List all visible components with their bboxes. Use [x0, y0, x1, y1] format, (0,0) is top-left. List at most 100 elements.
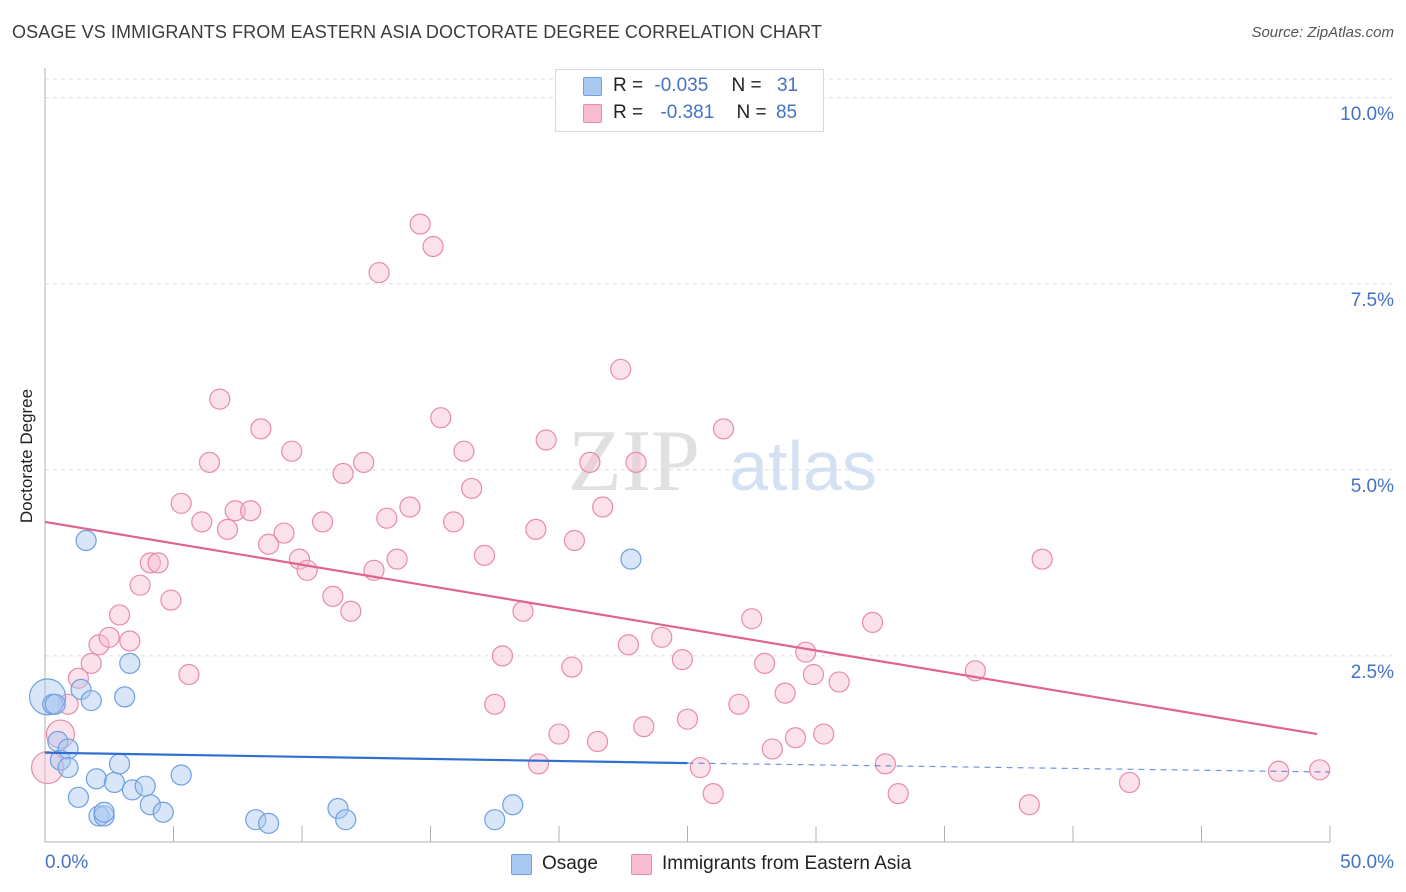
immigrants-point — [728, 693, 750, 715]
series-immigrants-points — [30, 213, 1331, 816]
grid-lines — [45, 78, 1392, 657]
immigrants-point — [257, 533, 280, 555]
osage-point — [257, 812, 280, 834]
osage-point — [335, 809, 357, 831]
osage-point — [134, 775, 156, 797]
osage-point — [119, 652, 141, 674]
n-label: N = — [736, 102, 767, 123]
osage-point — [85, 768, 108, 790]
stats-row-osage: R = -0.035 N = 31 — [613, 73, 798, 99]
osage-point — [28, 678, 67, 716]
osage-point — [139, 794, 161, 816]
immigrants-point — [610, 358, 632, 380]
x-tick-label-min: 0.0% — [45, 852, 89, 873]
legend-swatch-osage — [511, 854, 532, 875]
legend: Osage Immigrants from Eastern Asia — [0, 852, 1406, 878]
stats-row-immigrants: R = -0.381 N = 85 — [613, 100, 797, 126]
immigrants-point — [340, 600, 362, 622]
immigrants-point — [119, 630, 141, 652]
immigrants-point — [399, 496, 421, 518]
osage-point — [502, 794, 524, 816]
immigrants-point — [617, 634, 639, 656]
immigrants-point — [651, 626, 673, 648]
immigrants-point — [753, 652, 776, 674]
r-label: R = — [613, 75, 644, 96]
legend-label-osage: Osage — [542, 853, 598, 874]
osage-point — [75, 529, 97, 552]
immigrants-point — [80, 652, 102, 674]
immigrants-point — [422, 235, 444, 258]
immigrants-point — [170, 492, 192, 514]
immigrants-point — [802, 663, 825, 686]
immigrants-point — [512, 600, 534, 622]
immigrants-point — [209, 388, 231, 410]
immigrants-point — [741, 608, 763, 630]
immigrants-point — [281, 440, 303, 462]
immigrants-point — [813, 723, 835, 745]
immigrants-point — [198, 451, 221, 473]
osage-point — [327, 797, 349, 820]
immigrants-point — [160, 589, 182, 611]
immigrants-point — [1031, 548, 1053, 570]
immigrants-point — [761, 738, 783, 760]
osage-point — [103, 771, 125, 794]
immigrants-point — [430, 407, 452, 429]
immigrants-point — [1309, 759, 1331, 781]
immigrants-point — [376, 507, 398, 529]
immigrants-point — [633, 716, 655, 738]
y-axis-title: Doctorate Degree — [17, 388, 36, 524]
immigrants-point — [368, 261, 390, 284]
immigrants-point — [586, 730, 609, 753]
immigrants-point — [689, 756, 711, 779]
immigrants-point — [563, 529, 586, 552]
immigrants-point — [250, 418, 272, 440]
legend-swatch-immigrants — [631, 854, 652, 875]
r-label: R = — [613, 102, 644, 123]
y-tick-label: 5.0% — [1350, 475, 1394, 497]
n-label: N = — [731, 75, 762, 96]
osage-point — [108, 753, 131, 775]
immigrants-point — [30, 750, 65, 785]
immigrants-point — [147, 552, 169, 574]
immigrants-point — [774, 682, 796, 704]
legend-label-immigrants: Immigrants from Eastern Asia — [662, 853, 912, 874]
immigrants-point — [527, 753, 550, 775]
immigrants-point — [484, 693, 506, 715]
osage-point — [245, 809, 267, 831]
immigrants-point — [443, 511, 465, 533]
immigrants-point — [108, 604, 131, 626]
osage-point — [80, 689, 102, 712]
osage-point — [93, 801, 115, 823]
r-value: -0.381 — [660, 102, 715, 123]
immigrants-point — [671, 649, 693, 671]
chart-source: Source: ZipAtlas.com — [1251, 24, 1394, 41]
osage-trend-extension — [687, 762, 1331, 773]
immigrants-point — [874, 753, 896, 775]
osage-point — [484, 809, 506, 831]
immigrants-point — [1118, 771, 1141, 794]
immigrants-point — [98, 626, 120, 648]
immigrants-point — [273, 522, 295, 544]
immigrants-point — [828, 671, 850, 693]
immigrants-point — [224, 500, 246, 522]
n-value: 31 — [776, 75, 799, 96]
immigrants-point — [461, 477, 483, 500]
osage-point — [67, 786, 90, 808]
trend-lines — [44, 520, 1331, 773]
immigrants-point — [712, 418, 735, 440]
immigrants-point — [561, 656, 583, 678]
immigrants-point — [625, 451, 647, 473]
watermark-atlas: atlas — [729, 427, 877, 505]
osage-point — [49, 749, 72, 771]
immigrants-point — [676, 708, 699, 730]
osage-point — [121, 779, 143, 801]
stats-swatch-osage — [583, 77, 602, 96]
immigrants-point — [129, 574, 151, 596]
immigrants-point — [887, 783, 909, 805]
immigrants-point — [525, 518, 547, 540]
osage-point — [170, 764, 192, 786]
immigrants-point — [861, 611, 884, 634]
immigrants-point — [386, 548, 408, 570]
x-tick-label-max: 50.0% — [1340, 852, 1394, 873]
